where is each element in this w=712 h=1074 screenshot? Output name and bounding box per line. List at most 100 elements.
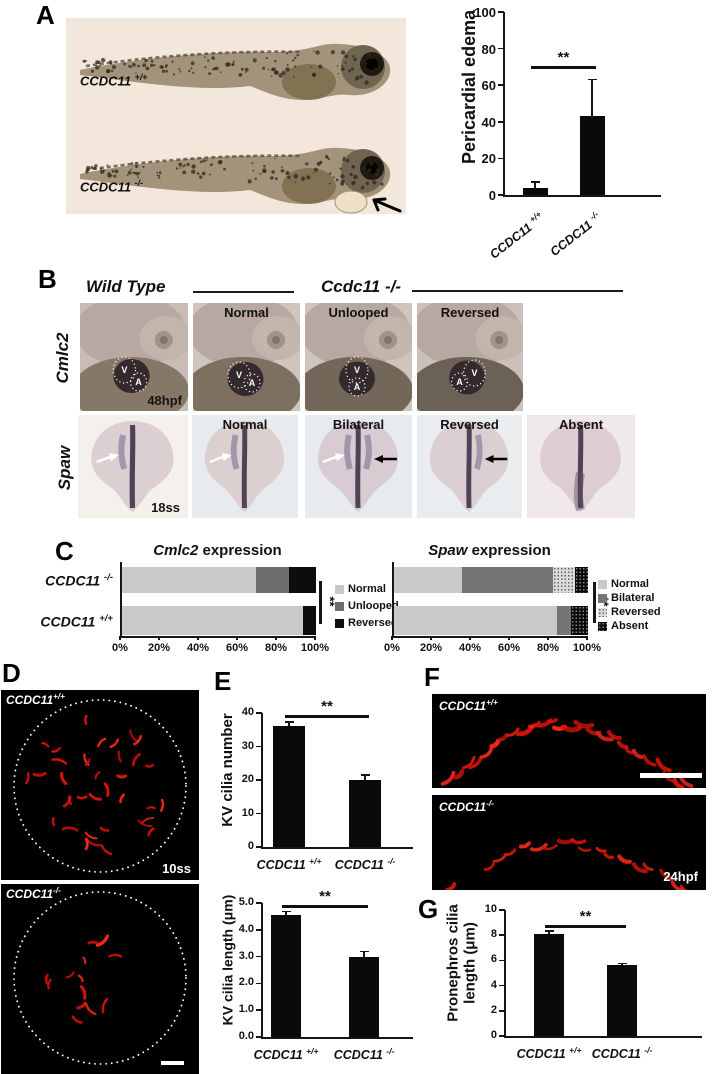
y-axis-label: Pericardial edema <box>459 9 480 164</box>
pigment-speckle <box>190 67 193 70</box>
legend-swatch <box>598 594 607 603</box>
x-category-label: CCDC11 -/- <box>591 1045 653 1062</box>
pronephros-cilia-length-chart: 0 2 4 6 8 10 CCDC11 +/+ CCDC11 -/- ** Pronephros … <box>438 890 712 1074</box>
pigment-speckle <box>137 64 140 68</box>
stacked-bar-CCDC11 -/- <box>393 567 589 593</box>
y-tick-mark <box>256 745 262 748</box>
stage-label: 24hpf <box>663 869 698 884</box>
pigment-speckle <box>99 167 102 170</box>
segment-Absent <box>574 567 589 593</box>
pigment-speckle <box>150 59 154 63</box>
y-tick-mark <box>498 11 504 13</box>
kv-cilium <box>77 974 84 983</box>
pigment-speckle <box>191 164 196 169</box>
legend-label: Absent <box>611 620 649 632</box>
ventricle-outline-icon <box>462 359 486 387</box>
pigment-speckle <box>294 56 297 60</box>
spaw-expression-chart: Spaw expression0%20%40%60%80%100%**Norma… <box>335 540 712 662</box>
pigment-speckle <box>340 179 345 184</box>
pronephros-cilium <box>659 868 674 880</box>
pigment-speckle <box>217 160 223 165</box>
error-bar-cap <box>617 962 627 965</box>
pigment-speckle <box>156 171 159 174</box>
segment-Bilateral <box>557 606 571 635</box>
y-tick-mark <box>256 779 262 781</box>
kv-cilium <box>84 714 88 725</box>
pigment-speckle <box>359 74 364 79</box>
pigment-speckle <box>315 50 320 55</box>
error-bar <box>364 775 366 780</box>
pigment-speckle <box>98 64 101 67</box>
pigment-speckle <box>353 181 356 184</box>
y-tick-mark <box>256 902 262 904</box>
kv-cilium <box>84 837 89 851</box>
kv-cilium <box>88 792 102 801</box>
kv-cilia-length-chart: 0.0 1.0 2.0 3.0 4.0 5.0 CCDC11 +/+ CCDC11 -/- **… <box>218 889 418 1074</box>
x-category-label: CCDC11 -/- <box>333 1046 395 1063</box>
pigment-speckle <box>199 161 203 164</box>
bar-CCDC11 -/- <box>579 116 605 195</box>
ventricle-label: V <box>236 370 242 380</box>
pigment-speckle <box>204 66 207 69</box>
pigment-speckle <box>340 174 345 179</box>
pigment-speckle <box>211 56 215 60</box>
pigment-speckle <box>340 67 345 71</box>
pronephros-cilium <box>541 844 558 851</box>
b-image-spaw-normal: Normal <box>192 415 298 518</box>
y-tick-label: 1.0 <box>238 1003 254 1016</box>
pigment-speckle <box>219 71 222 73</box>
segment-Reversed <box>289 567 317 593</box>
kv-cilium <box>147 827 155 837</box>
y-tick-label: 60 <box>481 78 496 94</box>
y-axis-label: KV cilia length (μm) <box>219 894 236 1026</box>
x-tick-label: 40% <box>186 642 210 654</box>
pigment-speckle <box>351 165 356 169</box>
right-expression-streak <box>363 434 372 470</box>
stacked-bar-CCDC11 +/+ <box>393 606 589 635</box>
kv-cilium <box>101 997 109 1014</box>
pronephros-cilium <box>518 841 531 849</box>
x-tick-label: 20% <box>147 642 171 654</box>
midline-expression <box>129 424 136 509</box>
pigment-speckle <box>153 64 156 67</box>
x-tick-label: 60% <box>225 642 249 654</box>
kv-cilium <box>117 750 122 763</box>
pronephros-cilium <box>670 880 686 890</box>
y-tick-mark <box>498 157 504 160</box>
kv-dotted-circle-icon <box>13 699 187 873</box>
x-tick-mark <box>197 636 199 640</box>
pigment-speckle <box>127 170 132 175</box>
pigment-speckle <box>296 54 300 57</box>
pigment-speckle <box>376 168 380 172</box>
pigment-speckle <box>171 60 174 63</box>
pigment-speckle <box>90 69 95 73</box>
pigment-speckle <box>182 170 187 175</box>
pigment-speckle <box>179 167 182 169</box>
classification-label: Reversed <box>440 417 499 432</box>
left-expression-streak <box>230 434 240 470</box>
legend-swatch <box>598 580 607 589</box>
white-arrow-icon <box>322 453 345 464</box>
pigment-speckle <box>381 171 384 173</box>
pigment-speckle <box>131 62 136 67</box>
x-tick-mark <box>119 636 121 640</box>
kv-cilium <box>97 737 107 748</box>
pigment-speckle <box>341 65 344 67</box>
legend-item-Normal: Normal <box>598 578 649 591</box>
pigment-speckle <box>380 182 384 186</box>
error-bar-cap <box>544 930 554 932</box>
pigment-speckle <box>137 176 139 179</box>
classification-label: Bilateral <box>332 417 385 432</box>
kv-cilium <box>76 795 88 800</box>
atrium-label: A <box>354 382 361 392</box>
pigment-speckle <box>287 175 291 180</box>
error-bar-cap <box>284 721 294 723</box>
y-tick-mark <box>498 47 504 50</box>
legend-item-Unlooped: Unlooped <box>335 600 399 613</box>
pigment-speckle <box>292 59 295 62</box>
y-tick-label: 20 <box>241 773 254 785</box>
pigment-speckle <box>238 73 243 77</box>
category-label: CCDC11 +/+ <box>40 612 113 630</box>
pigment-speckle <box>365 62 368 65</box>
